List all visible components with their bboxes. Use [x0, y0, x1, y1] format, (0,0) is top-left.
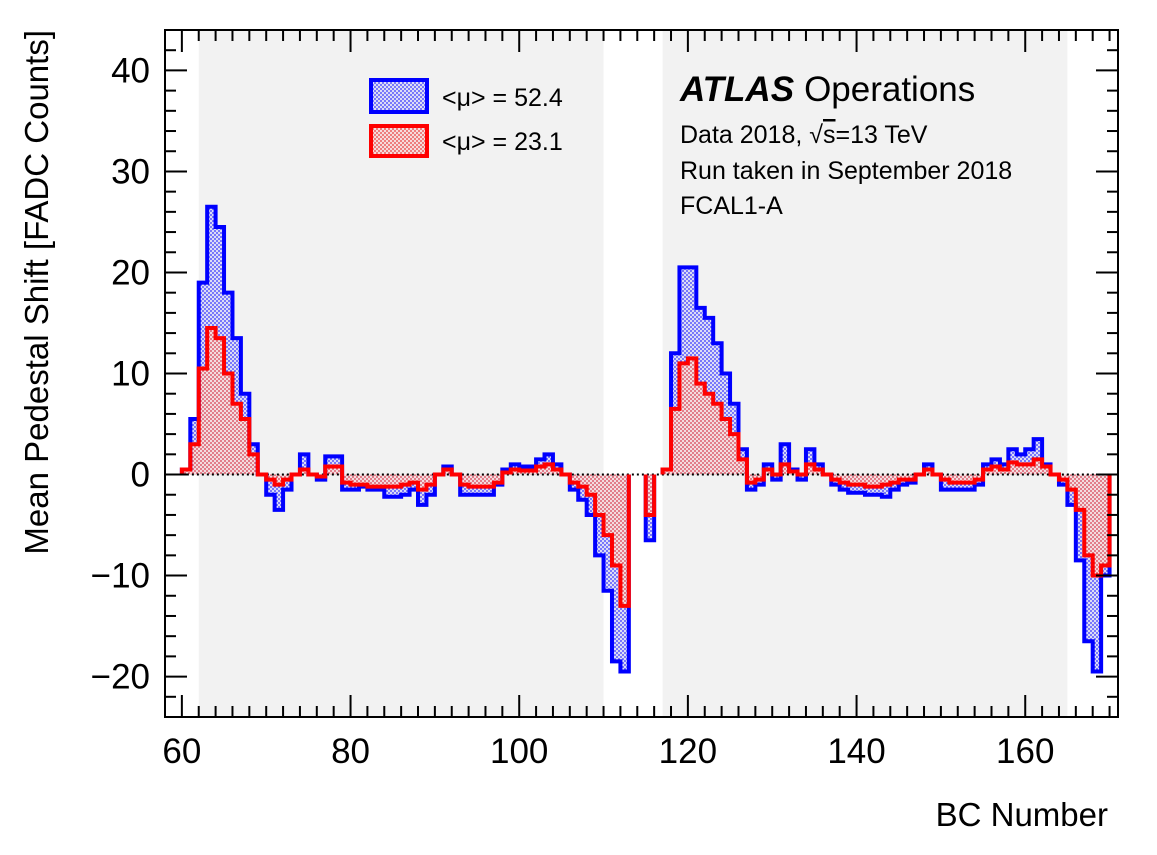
x-tick-label: 120 — [659, 732, 717, 771]
legend-label-blue: <μ> = 52.4 — [442, 84, 563, 112]
x-tick-label: 80 — [331, 732, 370, 771]
y-tick-label: 30 — [111, 152, 150, 191]
series-2-line-segment-1 — [179, 326, 631, 608]
sqrt-symbol: √ — [809, 121, 823, 149]
y-tick-label: −10 — [91, 557, 150, 596]
x-tick-label: 160 — [996, 732, 1054, 771]
legend-swatch-blue — [369, 78, 429, 114]
x-axis-title: BC Number — [936, 796, 1108, 833]
series-1-line-segment-3 — [660, 265, 1112, 674]
atlas-title: ATLAS Operations — [679, 70, 975, 109]
x-tick-label: 140 — [827, 732, 885, 771]
atlas-operations-label: Operations — [804, 70, 975, 109]
sqrt-s: s — [823, 121, 836, 149]
bunch-train-bands — [198, 30, 1068, 717]
atlas-brand: ATLAS — [679, 70, 794, 109]
y-tick-label: 40 — [111, 51, 150, 90]
series-lines — [179, 204, 1112, 674]
annotation-line-1-prefix: Data 2018, — [680, 121, 809, 149]
legend-label-red: <μ> = 23.1 — [442, 128, 563, 156]
y-tick-label: 10 — [111, 355, 150, 394]
y-tick-label: −20 — [91, 658, 150, 697]
x-tick-label: 60 — [162, 732, 201, 771]
annotation-line-1-suffix: =13 TeV — [836, 121, 928, 149]
y-axis-title: Mean Pedestal Shift [FADC Counts] — [18, 30, 55, 555]
series-2-line-segment-2 — [643, 474, 657, 517]
y-tick-label: 20 — [111, 253, 150, 292]
atlas-annotation: ATLAS Operations Data 2018, √s=13 TeV Run… — [679, 70, 1012, 220]
legend-swatch-red — [369, 124, 429, 158]
series-2-line-segment-3 — [660, 356, 1112, 578]
legend: <μ> = 52.4 <μ> = 23.1 — [369, 78, 563, 158]
series-2-fill-segment-3 — [662, 358, 1110, 576]
axis-ticks: 60 80 100 120 140 160 −20 −10 0 10 20 30 40 — [91, 29, 1118, 771]
x-tick-label: 100 — [490, 732, 548, 771]
annotation-line-3: FCAL1-A — [680, 192, 783, 220]
series-2-fill-segment-2 — [645, 474, 655, 515]
annotation-line-2: Run taken in September 2018 — [680, 157, 1012, 185]
y-tick-label: 0 — [131, 456, 150, 495]
annotation-line-1: Data 2018, √s=13 TeV — [680, 121, 928, 149]
